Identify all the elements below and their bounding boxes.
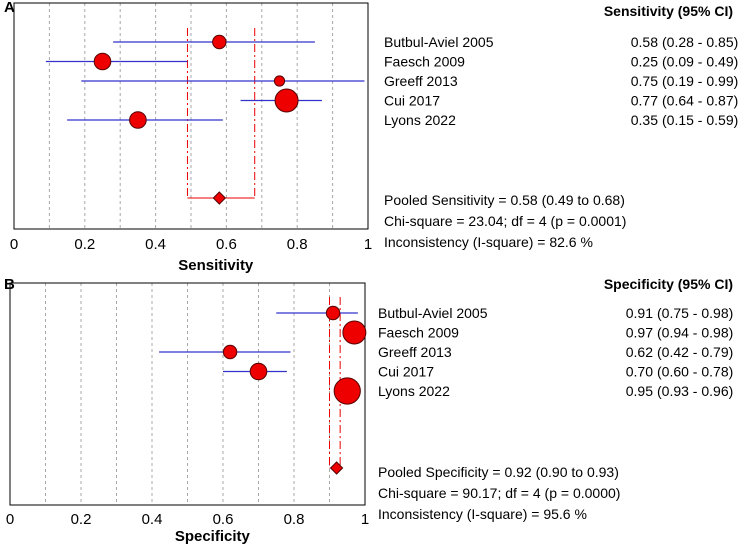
study-label: Greeff 2013 (384, 73, 458, 89)
study-label: Lyons 2022 (384, 112, 456, 128)
plot-frame (9, 282, 366, 506)
plot-frame (13, 2, 369, 230)
study-label: Faesch 2009 (384, 54, 465, 70)
study-point (342, 320, 367, 345)
x-tick-label: 0 (6, 511, 14, 528)
x-tick-label: 0 (10, 236, 18, 253)
x-tick-label: 0.6 (216, 236, 237, 253)
study-estimate: 0.75 (631, 73, 658, 89)
stats-line: Pooled Sensitivity = 0.58 (0.49 to 0.68) (384, 192, 625, 208)
study-ci-text: (0.42 - 0.79) (657, 344, 733, 360)
stats-line: Pooled Specificity = 0.92 (0.90 to 0.93) (378, 464, 619, 480)
x-axis-title: Specificity (175, 528, 251, 545)
x-tick-label: 0.8 (287, 236, 308, 253)
study-estimate: 0.77 (631, 93, 658, 109)
pooled-diamond (212, 191, 227, 205)
study-point (222, 344, 238, 360)
study-label: Cui 2017 (384, 93, 440, 109)
x-tick-label: 0.8 (284, 511, 305, 528)
study-ci-text: (0.28 - 0.85) (662, 34, 738, 50)
study-estimate: 0.35 (631, 112, 658, 128)
x-tick-label: 0.4 (142, 511, 163, 528)
study-estimate: 0.70 (626, 364, 653, 380)
study-point (333, 377, 361, 405)
study-ci-text: (0.19 - 0.99) (662, 73, 738, 89)
x-tick-label: 0.2 (74, 236, 95, 253)
study-estimate: 0.62 (626, 344, 653, 360)
x-tick-label: 0.6 (213, 511, 234, 528)
stats-line: Inconsistency (I-square) = 95.6 % (378, 506, 587, 522)
panel-letter: A (4, 0, 15, 16)
study-estimate: 0.58 (631, 34, 658, 50)
pooled-diamond (329, 461, 344, 475)
stats-line: Chi-square = 90.17; df = 4 (p = 0.0000) (378, 485, 620, 501)
study-ci-text: (0.09 - 0.49) (662, 54, 738, 70)
study-label: Cui 2017 (378, 364, 434, 380)
x-tick-label: 1 (361, 511, 369, 528)
column-header: Specificity (95% CI) (604, 276, 733, 292)
study-point (249, 362, 268, 381)
study-label: Lyons 2022 (378, 383, 450, 399)
study-estimate: 0.25 (631, 54, 658, 70)
study-ci-text: (0.93 - 0.96) (657, 383, 733, 399)
study-label: Faesch 2009 (378, 325, 459, 341)
study-estimate: 0.95 (626, 383, 653, 399)
x-axis-title: Sensitivity (178, 257, 254, 274)
study-label: Greeff 2013 (378, 344, 452, 360)
study-point (273, 75, 286, 87)
x-tick-label: 1 (364, 236, 372, 253)
study-point (129, 111, 147, 129)
column-header: Sensitivity (95% CI) (604, 3, 733, 19)
stats-line: Chi-square = 23.04; df = 4 (p = 0.0001) (384, 213, 626, 229)
study-point (325, 305, 341, 321)
study-label: Butbul-Aviel 2005 (384, 34, 494, 50)
study-ci-text: (0.60 - 0.78) (657, 364, 733, 380)
study-point (212, 34, 227, 50)
study-point (274, 88, 299, 113)
x-tick-label: 0.2 (71, 511, 92, 528)
study-estimate: 0.91 (626, 305, 653, 321)
study-ci-text: (0.15 - 0.59) (662, 112, 738, 128)
stats-line: Inconsistency (I-square) = 82.6 % (384, 234, 593, 250)
x-tick-label: 0.4 (145, 236, 166, 253)
study-ci-text: (0.75 - 0.98) (657, 305, 733, 321)
study-point (93, 52, 112, 71)
study-estimate: 0.97 (626, 325, 653, 341)
study-label: Butbul-Aviel 2005 (378, 305, 488, 321)
study-ci-text: (0.64 - 0.87) (662, 93, 738, 109)
study-ci-text: (0.94 - 0.98) (657, 325, 733, 341)
